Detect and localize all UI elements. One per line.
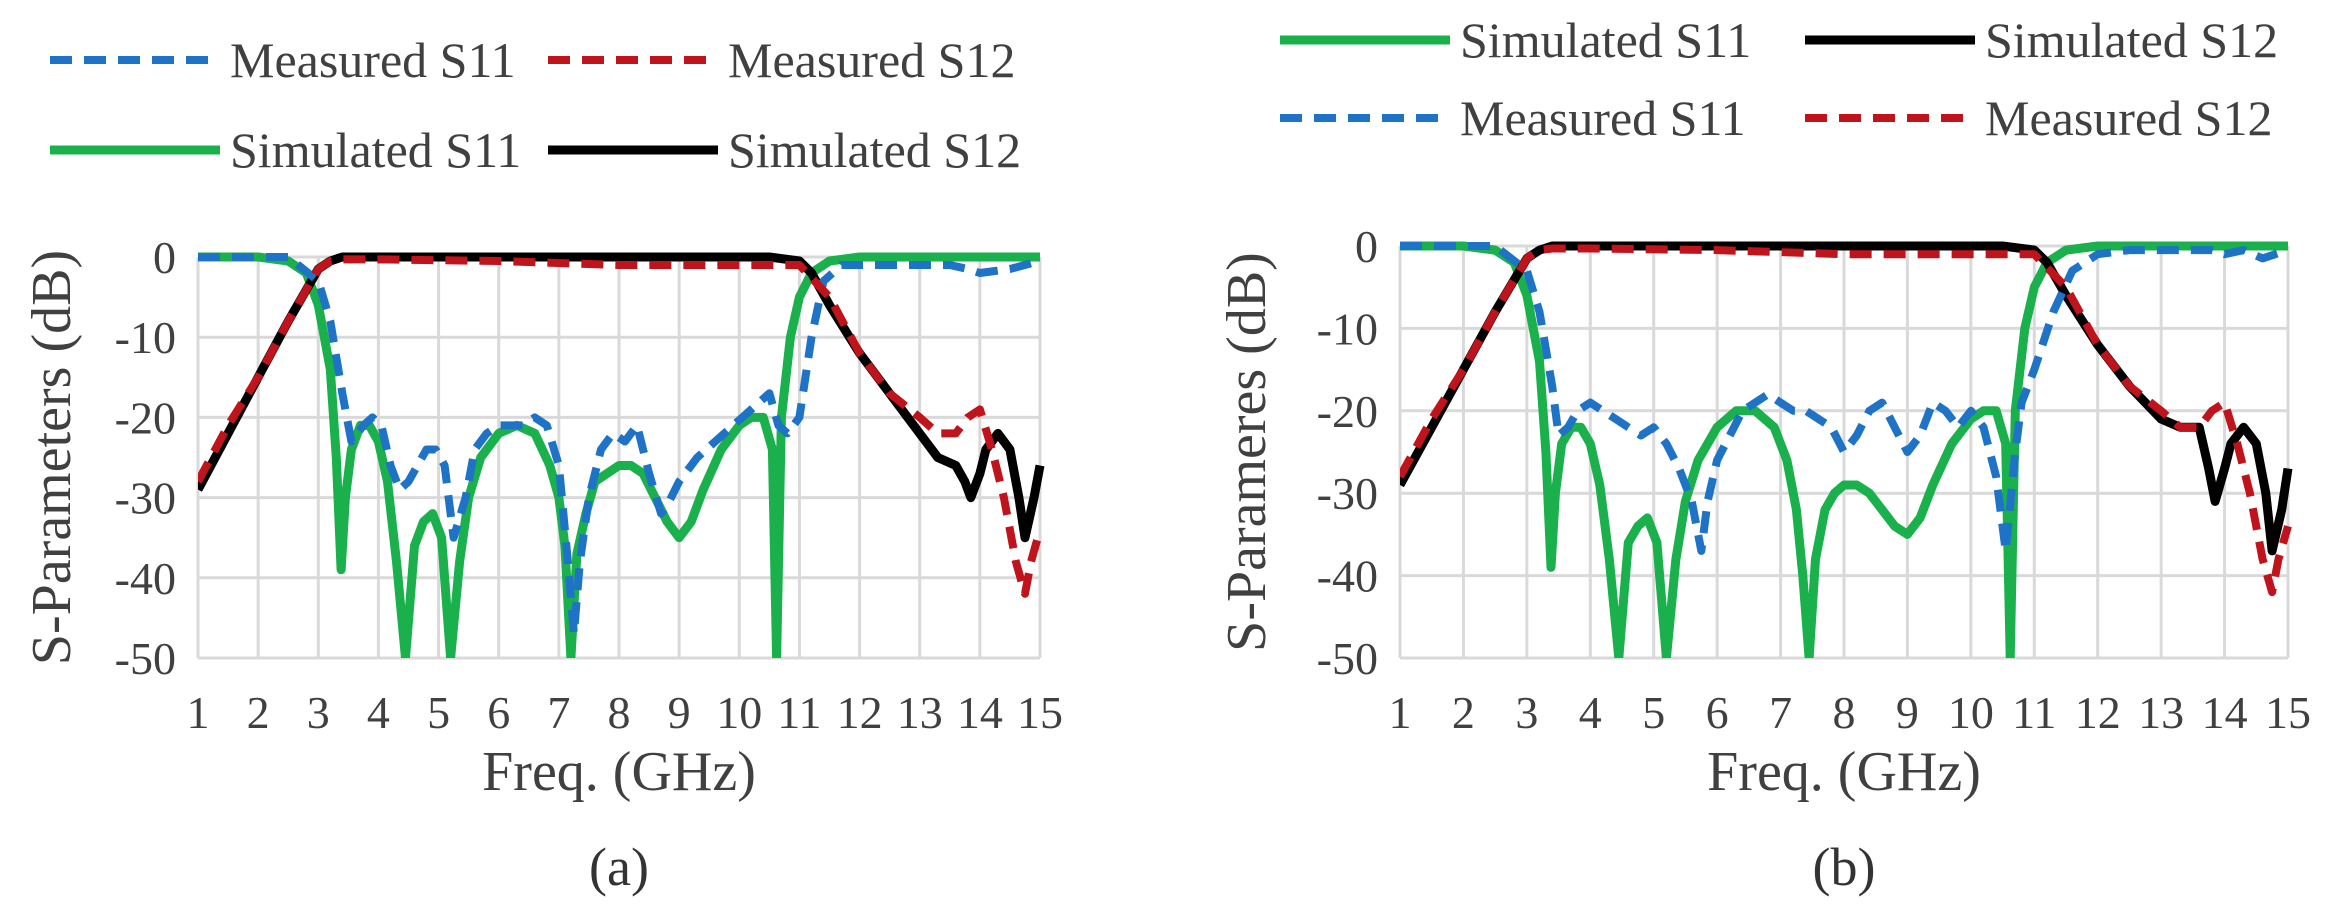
x-tick-label: 12 xyxy=(2075,687,2121,738)
series-group xyxy=(1400,241,2293,658)
x-tick-label: 14 xyxy=(957,687,1003,738)
x-tick-label: 7 xyxy=(1769,687,1792,738)
legend-label-simulated-s12: Simulated S12 xyxy=(728,122,1021,178)
x-tick-label: 8 xyxy=(1833,687,1856,738)
x-tick-label: 1 xyxy=(1389,687,1412,738)
series-line-measured-s12 xyxy=(198,255,1044,598)
chart-1: 0-10-20-30-40-501 2 3 4 5 6 7 8 9 10 11 12 13 14 15S-P… xyxy=(1216,12,2311,897)
y-axis-title: S-Parameters (dB) xyxy=(21,250,83,665)
chart-caption: (a) xyxy=(589,837,649,897)
x-tick-label: 9 xyxy=(1896,687,1919,738)
x-tick-label: 6 xyxy=(1706,687,1729,738)
x-axis-title: Freq. (GHz) xyxy=(1707,741,1981,803)
x-tick-label: 11 xyxy=(2012,687,2056,738)
legend-label-simulated-s12: Simulated S12 xyxy=(1985,12,2278,68)
legend-label-measured-s12: Measured S12 xyxy=(728,32,1015,88)
x-tick-label: 13 xyxy=(897,687,943,738)
x-tick-label: 3 xyxy=(1515,687,1538,738)
x-tick-label: 2 xyxy=(247,687,270,738)
y-tick-label: -30 xyxy=(115,473,176,524)
x-tick-label: 9 xyxy=(668,687,691,738)
y-tick-label: -50 xyxy=(115,633,176,684)
y-tick-label: -40 xyxy=(115,553,176,604)
x-tick-label: 3 xyxy=(307,687,330,738)
chart-0: 0-10-20-30-40-501 2 3 4 5 6 7 8 9 10 11 12 13 14 15S-P… xyxy=(21,32,1063,897)
legend-label-simulated-s11: Simulated S11 xyxy=(1460,12,1751,68)
x-tick-label: 10 xyxy=(1948,687,1994,738)
chart-caption: (b) xyxy=(1813,837,1876,897)
legend-label-measured-s11: Measured S11 xyxy=(1460,90,1746,146)
x-tick-label: 11 xyxy=(777,687,821,738)
x-tick-label: 4 xyxy=(1579,687,1602,738)
series-line-measured-s11 xyxy=(198,253,1042,638)
x-tick-label: 1 xyxy=(187,687,210,738)
x-tick-label: 7 xyxy=(547,687,570,738)
x-tick-label: 6 xyxy=(487,687,510,738)
x-tick-label: 5 xyxy=(1642,687,1665,738)
legend: Simulated S11 Simulated S12 Measured S11 Me… xyxy=(1280,12,2278,146)
legend-label-simulated-s11: Simulated S11 xyxy=(230,122,521,178)
y-tick-label: -10 xyxy=(1317,303,1378,354)
x-tick-label: 4 xyxy=(367,687,390,738)
x-tick-label: 2 xyxy=(1452,687,1475,738)
series-line-simulated-s12 xyxy=(1400,241,2293,556)
x-tick-label: 10 xyxy=(716,687,762,738)
x-tick-label: 5 xyxy=(427,687,450,738)
y-tick-label: 0 xyxy=(1355,221,1378,272)
x-tick-label: 12 xyxy=(837,687,883,738)
x-tick-label: 14 xyxy=(2202,687,2248,738)
x-axis-title: Freq. (GHz) xyxy=(482,741,756,803)
y-tick-label: -40 xyxy=(1317,551,1378,602)
y-tick-label: -30 xyxy=(1317,468,1378,519)
series-line-simulated-s11 xyxy=(1400,241,2288,658)
legend: Measured S11 Measured S12 Simulated S11 Sim… xyxy=(50,32,1021,178)
series-line-measured-s12 xyxy=(1400,244,2292,597)
y-axis-title: S-Parameres (dB) xyxy=(1216,252,1278,652)
y-tick-label: -50 xyxy=(1317,633,1378,684)
x-tick-label: 15 xyxy=(2265,687,2311,738)
series-group xyxy=(198,252,1045,658)
y-tick-label: -10 xyxy=(115,312,176,363)
legend-label-measured-s11: Measured S11 xyxy=(230,32,516,88)
legend-label-measured-s12: Measured S12 xyxy=(1985,90,2272,146)
y-tick-label: 0 xyxy=(153,232,176,283)
y-tick-label: -20 xyxy=(115,392,176,443)
x-tick-label: 15 xyxy=(1017,687,1063,738)
x-tick-label: 8 xyxy=(608,687,631,738)
x-tick-label: 13 xyxy=(2138,687,2184,738)
y-tick-label: -20 xyxy=(1317,386,1378,437)
